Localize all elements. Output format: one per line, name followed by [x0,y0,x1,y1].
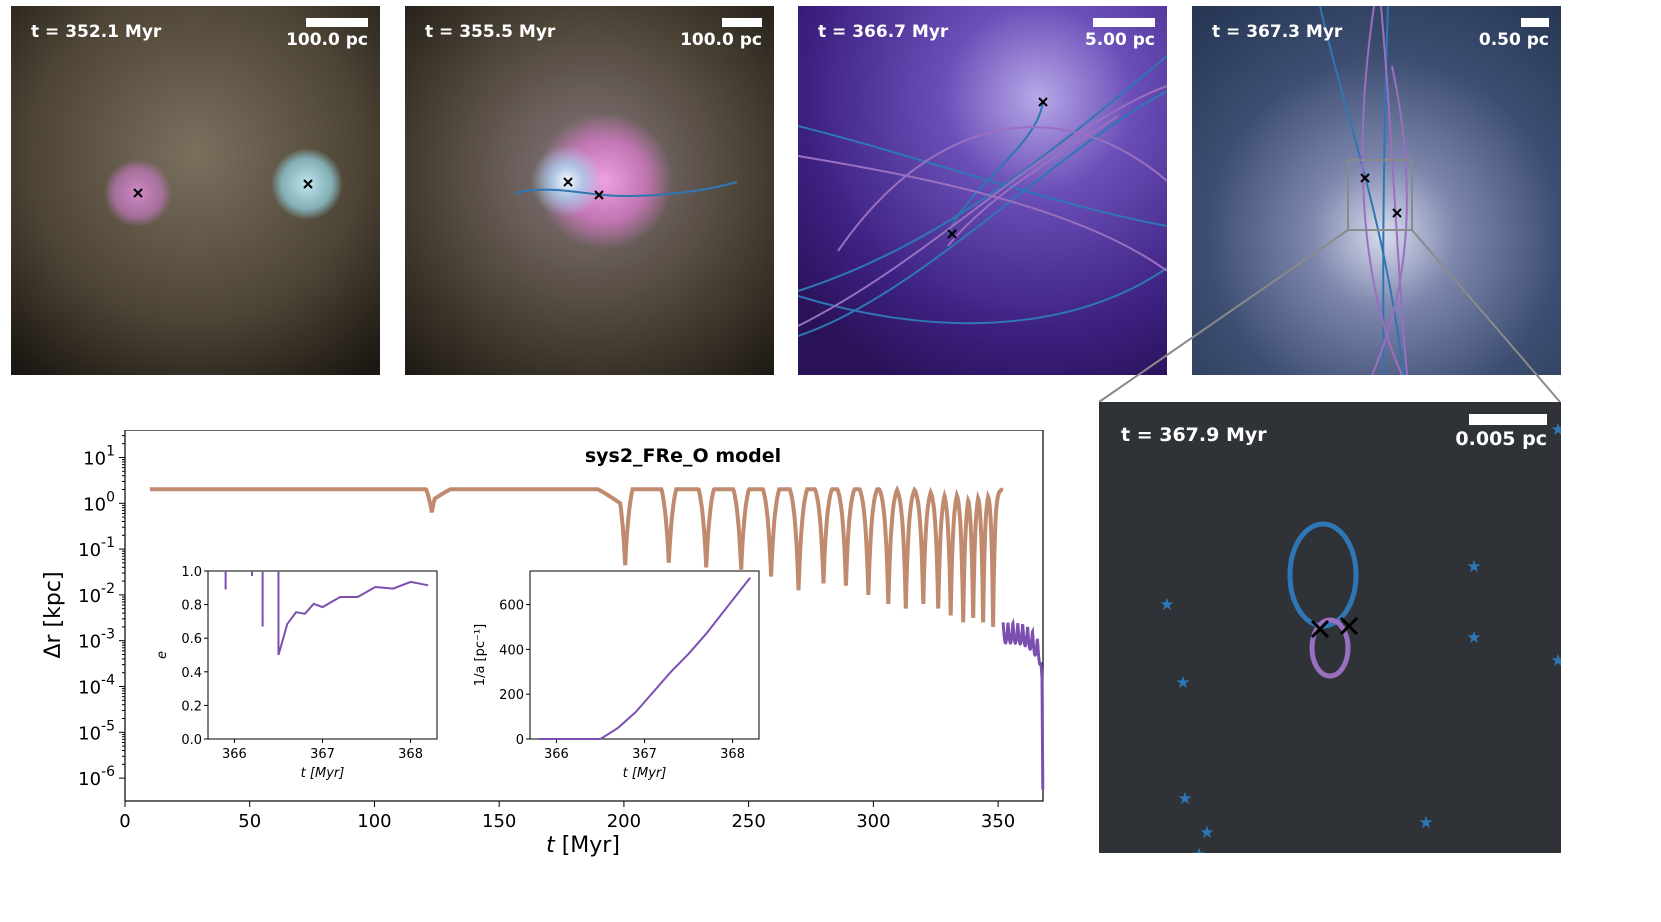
snapshot-panel-4: t = 367.3 Myr 0.50 pc [1192,6,1561,375]
star-icon: ★ [1418,813,1433,833]
main-axes-frame [124,430,1044,802]
inset-x-label: t [Myr] [301,766,345,781]
scale-bar: 100.0 pc [680,18,762,50]
y-tick-label: 100 [83,489,115,515]
inset-y-label: e [155,651,170,659]
star-icon: ★ [1191,845,1206,853]
chart-title: sys2_FRe_O model [585,445,781,467]
inset-y-tick-label: 0.2 [181,699,202,714]
y-tick-label: 10-2 [78,581,115,607]
eccentricity-inset-frame [207,570,438,740]
snapshot-panel-1: t = 352.1 Myr 100.0 pc [11,6,380,375]
panel-time-label: t = 367.3 Myr [1212,22,1343,42]
y-tick-label: 10-1 [78,535,115,561]
scale-bar: 5.00 pc [1085,18,1155,50]
x-tick-label: 250 [731,811,765,832]
x-tick-label: 150 [482,811,516,832]
panel-3-image [798,6,1167,375]
separation-curve-late [1001,618,1045,790]
bh-marker-5b [1339,616,1359,636]
eccentricity-curve [224,571,429,656]
bh-marker-2b [594,190,604,200]
inverse-semimajor-inset-frame [529,570,760,740]
separation-curve-early [149,484,1004,628]
panel-time-label: t = 355.5 Myr [425,22,556,42]
scale-label: 100.0 pc [286,30,368,50]
x-tick-label: 50 [238,811,261,832]
snapshot-panel-3: t = 366.7 Myr 5.00 pc [798,6,1167,375]
separation-chart: 0 50 100 150 200 250 300 350 101 100 10-1 10-2 10-3 1… [41,430,1045,858]
y-tick-label: 10-5 [78,718,115,744]
inset-y-tick-label: 0.4 [181,666,202,681]
scale-bar: 0.50 pc [1479,18,1549,50]
bh-marker-2a [563,177,573,187]
inset-x-tick-label: 367 [632,747,657,762]
y-axis-label: Δr [kpc] [41,571,66,658]
star-icon: ★ [1175,673,1190,693]
star-icon: ★ [1199,823,1214,843]
panel-time-label: t = 367.9 Myr [1121,424,1267,446]
inset-y-label: 1/a [pc⁻¹] [473,624,488,686]
y-tick-label: 10-3 [78,627,115,653]
star-icon: ★ [1177,789,1192,809]
inverse-semimajor-curve [538,577,751,740]
y-tick-label: 10-6 [78,764,115,790]
star-markers: ★ ★ ★ ★ ★ ★ ★ ★ ★ ★ [1159,420,1561,853]
star-icon: ★ [1550,651,1561,671]
inset-x-tick-label: 368 [720,747,745,762]
x-tick-label: 200 [607,811,641,832]
bh-marker-4a [1360,173,1370,183]
inset-x-tick-label: 367 [310,747,335,762]
star-icon: ★ [1550,420,1561,440]
inset-y-tick-label: 600 [499,599,524,614]
y-tick-label: 101 [83,443,115,469]
scale-label: 100.0 pc [680,30,762,50]
scale-bar: 0.005 pc [1455,414,1547,450]
inset-y-tick-label: 0.8 [181,599,202,614]
star-icon: ★ [1466,628,1481,648]
bh-marker-1b [303,179,313,189]
star-icon: ★ [1159,595,1174,615]
inset-x-tick-label: 368 [398,747,423,762]
inset-x-label: t [Myr] [623,766,667,781]
inset-y-tick-label: 400 [499,643,524,658]
panel-1-image [11,6,380,375]
inset-y-tick-label: 200 [499,688,524,703]
panel-4-image [1192,6,1561,375]
inset-x-tick-label: 366 [544,747,569,762]
x-tick-label: 350 [981,811,1015,832]
scale-label: 0.005 pc [1455,428,1547,450]
x-axis-label: t [Myr] [546,833,620,858]
bh-marker-3b [947,229,957,239]
panel-time-label: t = 366.7 Myr [818,22,949,42]
panel-2-image [405,6,774,375]
bh-marker-5a [1310,619,1330,639]
x-tick-label: 100 [357,811,391,832]
scale-label: 5.00 pc [1084,30,1155,50]
inset-y-tick-label: 0 [516,733,524,748]
scale-label: 0.50 pc [1478,30,1549,50]
bh-marker-3a [1038,97,1048,107]
inset-y-tick-label: 0.6 [181,632,202,647]
inset-y-tick-label: 0.0 [181,733,202,748]
x-tick-label: 300 [856,811,890,832]
inset-x-tick-label: 366 [222,747,247,762]
inset-y-tick-label: 1.0 [181,565,202,580]
zoom-panel-image: ★ ★ ★ ★ ★ ★ ★ ★ ★ ★ [1099,402,1561,853]
scale-bar: 100.0 pc [286,18,368,50]
y-tick-label: 10-4 [78,672,115,698]
bh-marker-1a [133,188,143,198]
x-tick-label: 0 [119,811,130,832]
zoom-panel: ★ ★ ★ ★ ★ ★ ★ ★ ★ ★ t = 367.9 Myr 0.005 … [1099,402,1561,853]
snapshot-panel-2: t = 355.5 Myr 100.0 pc [405,6,774,375]
bh-marker-4b [1392,208,1402,218]
zoom-box [1347,159,1413,231]
star-icon: ★ [1466,557,1481,577]
panel-time-label: t = 352.1 Myr [31,22,162,42]
